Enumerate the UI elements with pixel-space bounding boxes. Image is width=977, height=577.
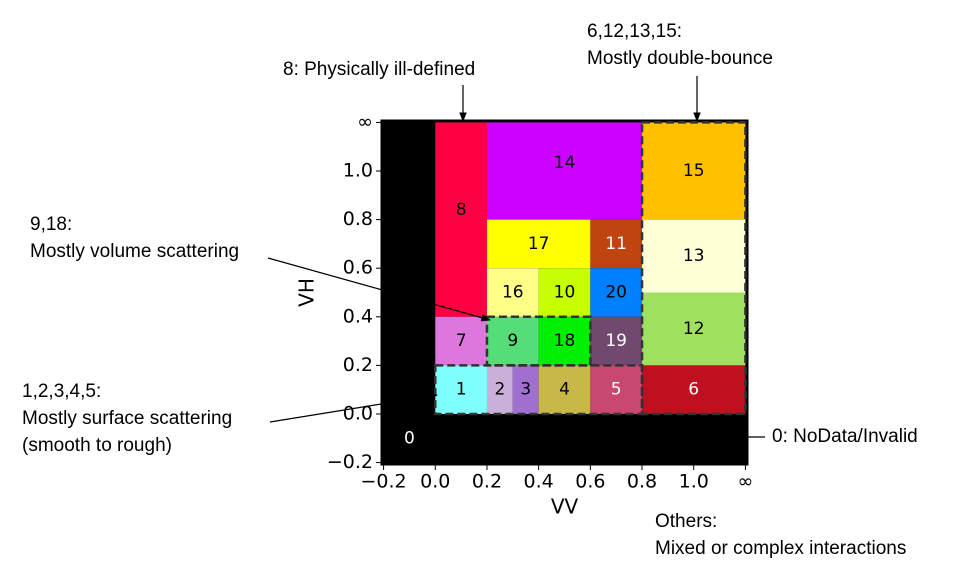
region-label: 16	[502, 283, 524, 303]
x-axis-label: VV	[551, 495, 579, 519]
region	[590, 316, 643, 366]
region-label: 10	[554, 283, 576, 303]
region	[486, 122, 643, 220]
annotation: 0: NoData/Invalid	[772, 426, 918, 447]
y-axis-label: VH	[295, 278, 319, 307]
annotation: Mostly surface scattering	[22, 408, 232, 429]
y-tick-label: 1.0	[343, 160, 373, 182]
y-tick-label: 0.0	[343, 402, 373, 424]
annotation: Others:	[655, 511, 717, 532]
region	[590, 365, 643, 414]
x-tick-label: 0.2	[472, 471, 502, 493]
region	[642, 122, 746, 220]
annotation: 8: Physically ill-defined	[283, 59, 475, 80]
region-label: 17	[528, 234, 550, 254]
region-label: 5	[611, 380, 622, 400]
region-label: 6	[688, 380, 699, 400]
region-label: 8	[456, 200, 467, 220]
y-tick-label: 0.8	[343, 208, 373, 230]
region	[486, 268, 539, 317]
region	[435, 316, 487, 366]
nodata-label: 0	[404, 428, 415, 448]
region	[512, 365, 539, 414]
region	[435, 365, 487, 414]
annotation: 9,18:	[30, 214, 72, 235]
region-label: 3	[520, 380, 531, 400]
region	[486, 316, 539, 366]
annotation: (smooth to rough)	[22, 435, 172, 456]
y-tick-label: 0.2	[343, 354, 373, 376]
x-tick-label: 0.4	[524, 471, 554, 493]
annotation: Mostly volume scattering	[30, 241, 239, 262]
x-tick-label: ∞	[738, 471, 754, 493]
x-tick-label: 1.0	[679, 471, 709, 493]
region-label: 4	[559, 380, 570, 400]
annotation: Mixed or complex interactions	[655, 538, 906, 559]
region-label: 15	[683, 161, 705, 181]
x-tick-label: 0.6	[575, 471, 605, 493]
region	[486, 365, 513, 414]
region	[538, 365, 591, 414]
region	[435, 122, 487, 317]
region	[642, 219, 746, 293]
region-label: 12	[683, 319, 705, 339]
y-tick-label: −0.2	[327, 451, 373, 473]
region	[486, 219, 591, 269]
x-tick-label: 0.0	[420, 471, 450, 493]
region	[590, 219, 643, 269]
region	[642, 292, 746, 366]
x-tick-label: −0.2	[361, 471, 407, 493]
annotation: 1,2,3,4,5:	[22, 381, 101, 402]
region-label: 2	[494, 380, 505, 400]
y-tick-label: 0.4	[343, 305, 373, 327]
plot-frame	[380, 119, 749, 466]
arrow	[269, 392, 438, 423]
region	[538, 316, 591, 366]
region-label: 18	[554, 331, 576, 351]
region-label: 14	[554, 153, 576, 173]
region-label: 13	[683, 246, 705, 266]
x-tick-label: 0.8	[627, 471, 657, 493]
arrows	[267, 76, 765, 441]
region	[642, 365, 746, 414]
region-label: 11	[605, 234, 627, 254]
region-label: 9	[507, 331, 518, 351]
group-box	[485, 315, 592, 367]
y-tick-label: ∞	[357, 111, 373, 133]
region	[538, 268, 591, 317]
region-label: 7	[456, 331, 467, 351]
region-label: 19	[605, 331, 627, 351]
annotation: 6,12,13,15:	[587, 21, 682, 42]
annotation: Mostly double-bounce	[587, 48, 773, 69]
group-box	[640, 121, 747, 416]
region	[590, 268, 643, 317]
region-label: 20	[605, 283, 627, 303]
y-tick-label: 0.6	[343, 257, 373, 279]
arrow	[267, 257, 491, 322]
region-label: 1	[456, 380, 467, 400]
